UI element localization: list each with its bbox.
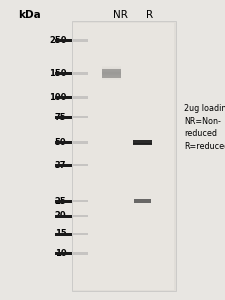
Bar	[102, 74, 121, 75]
Bar	[102, 77, 121, 78]
Bar	[73, 164, 88, 166]
Bar	[102, 69, 121, 70]
Bar	[73, 22, 174, 290]
Text: 75: 75	[55, 112, 66, 122]
Bar	[73, 233, 88, 235]
Bar	[102, 71, 121, 72]
Bar	[55, 141, 72, 144]
Text: 250: 250	[49, 36, 66, 45]
Bar	[102, 75, 121, 76]
Bar	[102, 79, 121, 80]
Text: 50: 50	[55, 138, 66, 147]
Bar	[133, 143, 153, 144]
Text: 100: 100	[49, 93, 66, 102]
Bar	[102, 68, 121, 69]
Bar	[55, 96, 72, 99]
Bar	[73, 215, 88, 217]
Bar	[102, 73, 121, 74]
Bar	[55, 200, 72, 202]
Bar	[73, 72, 88, 75]
Bar	[55, 39, 72, 42]
Bar	[102, 70, 121, 71]
Bar	[73, 96, 88, 99]
Text: 2ug loading
NR=Non-
reduced
R=reduced: 2ug loading NR=Non- reduced R=reduced	[184, 104, 225, 151]
Bar	[72, 21, 176, 291]
Bar	[73, 252, 88, 255]
Bar	[55, 116, 72, 118]
Text: 37: 37	[55, 160, 66, 169]
Text: R: R	[146, 11, 153, 20]
Bar	[102, 66, 121, 67]
Bar	[55, 214, 72, 218]
Bar	[102, 76, 121, 77]
Bar	[102, 69, 121, 78]
Bar	[55, 164, 72, 166]
Text: NR: NR	[113, 11, 128, 20]
Bar	[55, 252, 72, 255]
Text: 25: 25	[55, 196, 66, 206]
Bar	[135, 199, 151, 203]
Bar	[73, 200, 88, 202]
Bar	[55, 232, 72, 236]
Text: 20: 20	[55, 212, 66, 220]
Text: 15: 15	[55, 230, 66, 238]
Bar	[73, 141, 88, 144]
Bar	[102, 80, 121, 81]
Bar	[102, 67, 121, 68]
Bar	[73, 116, 88, 118]
Bar	[73, 39, 88, 42]
Text: 10: 10	[55, 249, 66, 258]
Bar	[133, 140, 153, 145]
Text: 150: 150	[49, 69, 66, 78]
Bar	[102, 72, 121, 73]
Bar	[55, 72, 72, 75]
Text: kDa: kDa	[18, 11, 41, 20]
